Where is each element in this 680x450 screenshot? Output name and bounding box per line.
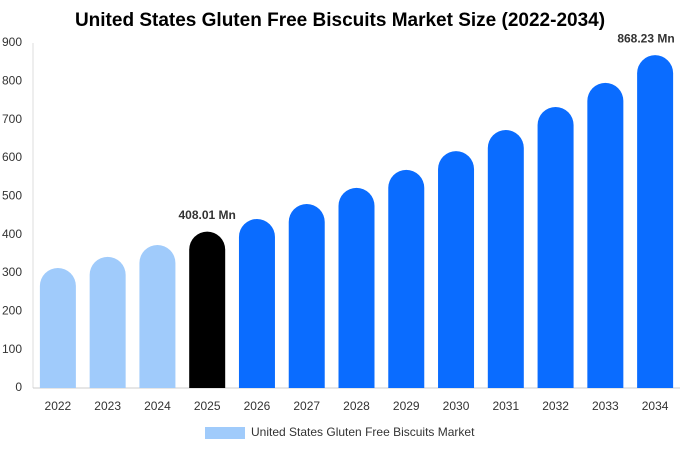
x-tick-label: 2023: [94, 399, 121, 413]
bar: [89, 256, 126, 388]
value-label: 408.01 Mn: [179, 208, 236, 222]
y-tick-label: 500: [2, 189, 22, 203]
legend-swatch: [205, 427, 245, 439]
bar: [587, 82, 624, 388]
y-tick-label: 400: [2, 227, 22, 241]
x-tick-label: 2026: [244, 399, 271, 413]
bar: [288, 204, 325, 388]
y-tick-label: 100: [2, 342, 22, 356]
legend-label: United States Gluten Free Biscuits Marke…: [251, 425, 475, 439]
x-tick-label: 2029: [393, 399, 420, 413]
x-tick-label: 2027: [293, 399, 320, 413]
x-tick-label: 2030: [443, 399, 470, 413]
y-tick-label: 800: [2, 74, 22, 88]
y-tick-label: 200: [2, 304, 22, 318]
y-tick-label: 700: [2, 112, 22, 126]
value-label: 868.23 Mn: [617, 31, 674, 45]
bar: [39, 268, 76, 388]
bar: [338, 187, 375, 388]
x-tick-label: 2032: [542, 399, 569, 413]
x-tick-label: 2028: [343, 399, 370, 413]
x-tick-label: 2031: [492, 399, 519, 413]
x-tick-label: 2025: [194, 399, 221, 413]
bar: [238, 218, 275, 388]
y-tick-label: 300: [2, 265, 22, 279]
x-tick-label: 2033: [592, 399, 619, 413]
bar: [189, 231, 226, 388]
x-tick-label: 2024: [144, 399, 171, 413]
x-tick-label: 2022: [45, 399, 72, 413]
y-tick-label: 600: [2, 150, 22, 164]
y-tick-label: 0: [15, 380, 22, 394]
bar: [637, 55, 674, 388]
bar: [487, 130, 524, 388]
x-tick-label: 2034: [642, 399, 669, 413]
bar: [537, 107, 574, 389]
bar: [388, 169, 425, 388]
chart-title: United States Gluten Free Biscuits Marke…: [75, 10, 605, 31]
y-tick-label: 900: [2, 35, 22, 49]
bar: [438, 151, 475, 388]
bar: [139, 245, 176, 388]
